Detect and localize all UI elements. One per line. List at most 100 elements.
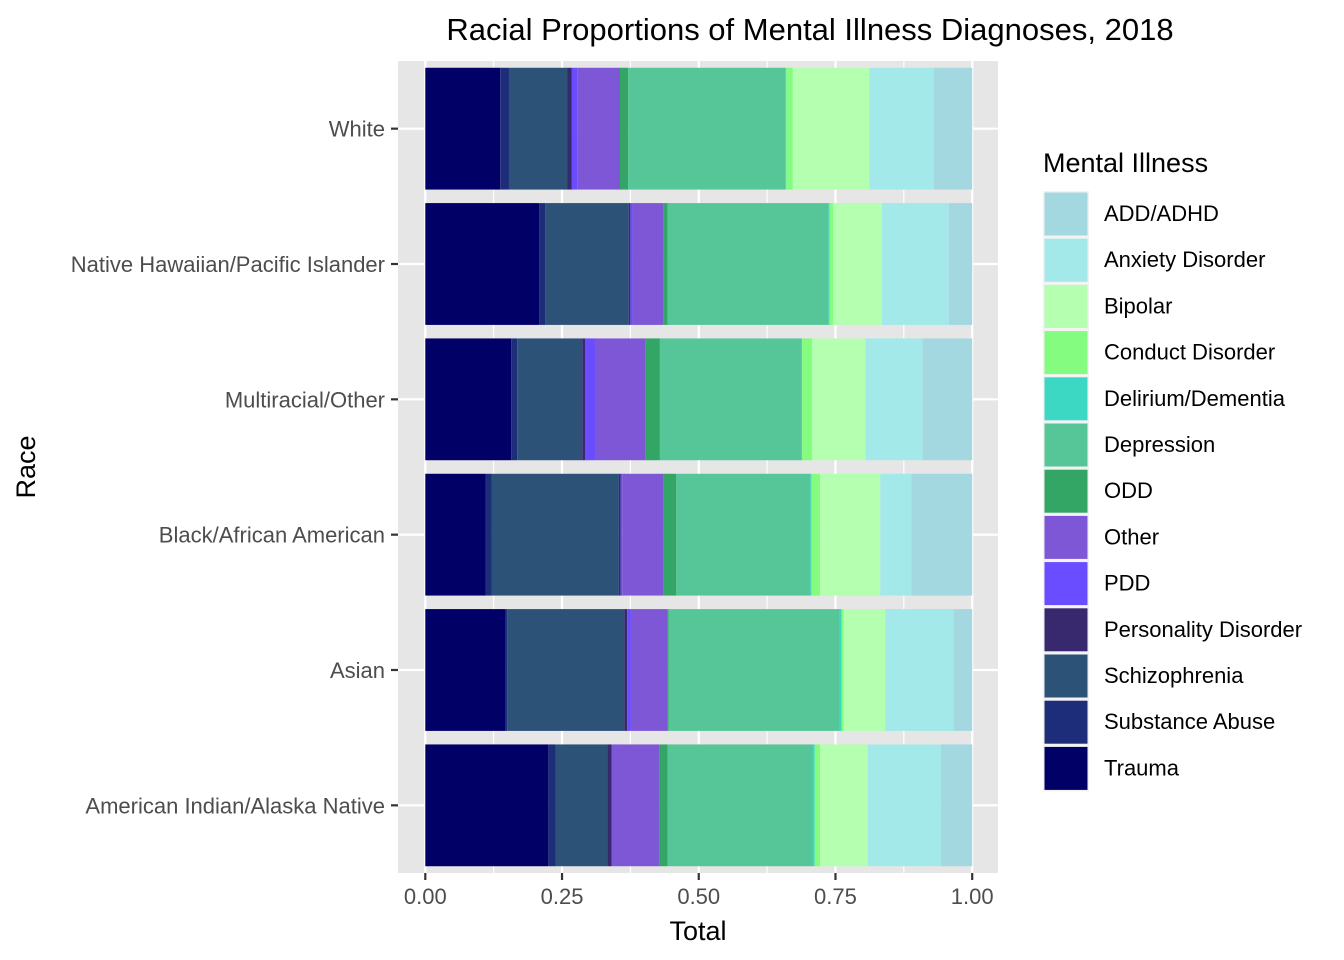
- legend-key: [1044, 423, 1088, 467]
- bar-segment: [843, 609, 886, 731]
- bar-segment: [811, 338, 866, 461]
- legend-key: [1044, 469, 1088, 513]
- legend-key: [1044, 515, 1088, 559]
- bar-segment: [425, 338, 512, 461]
- bar-segment: [508, 67, 568, 190]
- legend-label: Other: [1104, 524, 1159, 549]
- bar-segment: [865, 338, 923, 461]
- legend-key: [1044, 608, 1088, 652]
- y-tick-label: White: [329, 117, 385, 142]
- legend-label: Delirium/Dementia: [1104, 386, 1286, 411]
- legend-label: ADD/ADHD: [1104, 201, 1219, 226]
- bar-segment: [867, 744, 942, 867]
- bar-segment: [948, 203, 973, 325]
- bar-segment: [812, 744, 815, 867]
- legend-key: [1044, 331, 1088, 375]
- bar-segment: [584, 338, 596, 461]
- bar-segment: [425, 473, 486, 596]
- legend-label: Depression: [1104, 432, 1215, 457]
- bar-segment: [618, 473, 621, 596]
- bar-segment: [582, 338, 585, 461]
- legend-title: Mental Illness: [1043, 148, 1208, 178]
- legend-label: Schizophrenia: [1104, 663, 1244, 688]
- bar-segment: [911, 473, 973, 596]
- bar-segment: [545, 203, 629, 325]
- bar-segment: [663, 203, 668, 325]
- bar-segment: [828, 203, 830, 325]
- bar-segment: [792, 67, 870, 190]
- bar-segment: [622, 473, 664, 596]
- bar-segment: [801, 338, 803, 461]
- bar-segment: [811, 473, 821, 596]
- legend-key: [1044, 238, 1088, 282]
- bar-segment: [667, 609, 669, 731]
- legend-key: [1044, 746, 1088, 790]
- bar-segment: [814, 744, 821, 867]
- bar-segment: [941, 744, 973, 867]
- bar-segment: [659, 338, 802, 461]
- legend-label: Bipolar: [1104, 293, 1172, 318]
- bar-segment: [785, 67, 787, 190]
- bar-segment: [567, 67, 572, 190]
- x-tick-label: 0.25: [541, 884, 584, 909]
- bar-segment: [491, 473, 619, 596]
- bar-segment: [425, 203, 540, 325]
- x-tick-label: 0.00: [404, 884, 447, 909]
- bar-segment: [869, 67, 934, 190]
- bar-segment: [820, 744, 868, 867]
- bar-segment: [425, 67, 501, 190]
- bar-segment: [802, 338, 812, 461]
- bar-segment: [425, 609, 506, 731]
- y-tick-label: American Indian/Alaska Native: [85, 793, 385, 818]
- bar-segment: [628, 203, 631, 325]
- bar-segment: [839, 609, 842, 731]
- bar-segment: [922, 338, 973, 461]
- bar-segment: [953, 609, 973, 731]
- legend-key: [1044, 284, 1088, 328]
- bar-segment: [485, 473, 492, 596]
- bar-segment: [820, 473, 881, 596]
- bar-segment: [539, 203, 546, 325]
- bars-group: [425, 67, 973, 867]
- legend-key: [1044, 700, 1088, 744]
- x-axis-title: Total: [669, 916, 726, 946]
- bar-segment: [841, 609, 844, 731]
- bar-segment: [507, 609, 625, 731]
- y-axis: American Indian/Alaska Native Asian Black/…: [71, 117, 398, 818]
- x-axis: 0.00 0.25 0.50 0.75 1.00: [404, 873, 994, 909]
- bar-segment: [645, 338, 660, 461]
- bar-segment: [619, 67, 629, 190]
- y-axis-title: Race: [11, 435, 41, 498]
- bar-segment: [630, 203, 633, 325]
- y-tick-label: Asian: [330, 658, 385, 683]
- bar-segment: [885, 609, 954, 731]
- bar-segment: [676, 473, 811, 596]
- chart-title: Racial Proportions of Mental Illness Dia…: [446, 12, 1173, 47]
- x-tick-label: 0.75: [814, 884, 857, 909]
- x-tick-label: 0.50: [677, 884, 720, 909]
- legend-label: Trauma: [1104, 755, 1180, 780]
- bar-segment: [667, 744, 813, 867]
- bar-segment: [571, 67, 578, 190]
- bar-segment: [500, 67, 509, 190]
- bar-segment: [632, 203, 664, 325]
- bar-segment: [611, 744, 660, 867]
- bar-segment: [663, 473, 677, 596]
- bar-segment: [555, 744, 608, 867]
- bar-segment: [620, 473, 623, 596]
- legend-label: Personality Disorder: [1104, 617, 1302, 642]
- legend-key: [1044, 654, 1088, 698]
- y-tick-label: Native Hawaiian/Pacific Islander: [71, 252, 385, 277]
- legend-key: [1044, 562, 1088, 606]
- bar-segment: [548, 744, 556, 867]
- legend-label: ODD: [1104, 478, 1153, 503]
- bar-segment: [425, 744, 549, 867]
- bar-segment: [810, 473, 812, 596]
- bar-segment: [668, 609, 840, 731]
- legend-key: [1044, 192, 1088, 236]
- bar-segment: [577, 67, 620, 190]
- bar-segment: [517, 338, 583, 461]
- bar-segment: [786, 67, 793, 190]
- x-tick-label: 1.00: [951, 884, 994, 909]
